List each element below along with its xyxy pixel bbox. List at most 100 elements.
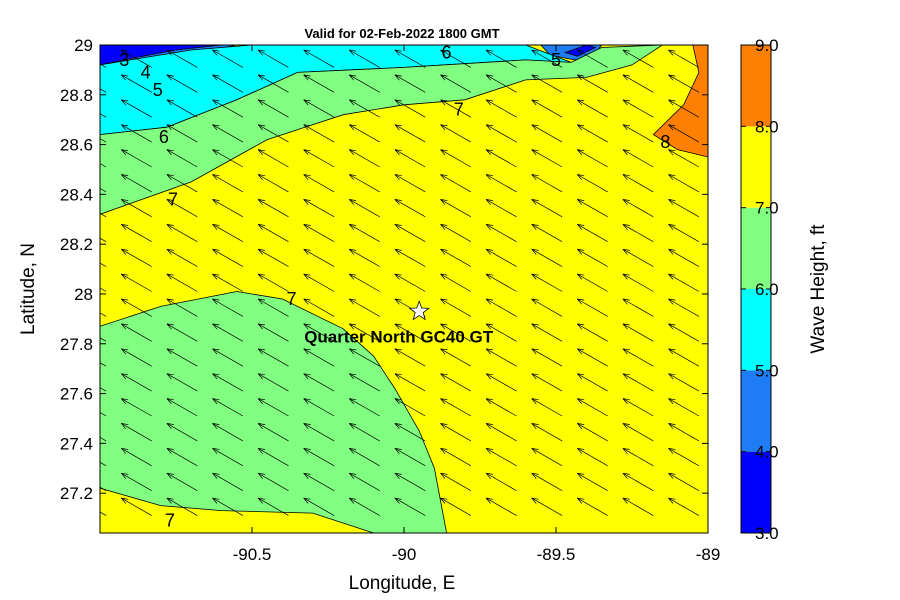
wave-vector-head xyxy=(166,348,172,355)
wave-vector xyxy=(303,348,335,367)
wave-vector-head xyxy=(166,99,174,102)
wave-vector xyxy=(394,174,426,193)
wave-vector-head xyxy=(577,323,585,326)
wave-vector-head xyxy=(166,248,174,251)
wave-vector-head xyxy=(121,398,129,401)
wave-vector-head xyxy=(668,149,674,156)
wave-vector-head xyxy=(622,223,630,226)
wave-vector-head xyxy=(212,273,220,276)
wave-vector-head xyxy=(531,199,537,205)
colorbar-tick-label: 4.0 xyxy=(755,443,779,462)
wave-vector-head xyxy=(486,323,494,326)
wave-vector xyxy=(257,348,289,367)
wave-vector-head xyxy=(622,199,628,205)
wave-vector xyxy=(485,99,517,118)
wave-vector xyxy=(100,138,107,143)
wave-vector-head xyxy=(76,175,83,176)
wave-vector-head xyxy=(258,423,266,425)
wave-vector-head xyxy=(349,49,355,56)
wave-vector-head xyxy=(349,373,355,380)
wave-vector xyxy=(212,199,244,218)
wave-vector-head xyxy=(668,423,676,425)
contour-region-6-7 xyxy=(100,45,664,215)
wave-vector-head xyxy=(76,274,81,279)
wave-vector-head xyxy=(622,124,630,127)
wave-vector-head xyxy=(577,124,583,131)
wave-vector xyxy=(531,174,563,193)
wave-vector-head xyxy=(166,99,172,106)
wave-vector-head xyxy=(485,74,491,81)
wave-vector-head xyxy=(622,497,628,504)
wave-vector xyxy=(394,74,426,93)
wave-vector xyxy=(440,472,472,492)
wave-vector-head xyxy=(121,423,129,425)
wave-vector-head xyxy=(577,447,585,450)
wave-vector-head xyxy=(303,273,309,280)
wave-vector-head xyxy=(303,149,311,152)
wave-vector-head xyxy=(531,149,539,152)
wave-vector-head xyxy=(121,99,129,102)
wave-vector-head xyxy=(485,298,491,305)
wave-vector xyxy=(622,497,654,516)
colorbar: 3.0 4.0 5.0 6.0 7.0 8.0 9.0 xyxy=(740,36,779,543)
wave-vector xyxy=(531,124,563,143)
wave-vector xyxy=(349,298,380,317)
wave-vector-head xyxy=(257,248,263,255)
wave-vector-head xyxy=(485,398,491,405)
wave-vector-head xyxy=(257,74,263,81)
wave-vector-head xyxy=(440,298,446,305)
wave-vector-head xyxy=(394,398,400,405)
contour-label: 7 xyxy=(287,289,297,309)
wave-vector-head xyxy=(121,398,127,405)
wave-vector-head xyxy=(121,423,127,430)
wave-vector-head xyxy=(212,497,220,500)
y-tick-label: 27.4 xyxy=(60,434,93,453)
wave-vector xyxy=(485,149,517,168)
wave-vector-head xyxy=(257,348,263,355)
wave-vector-head xyxy=(166,497,174,500)
wave-vector xyxy=(303,74,335,93)
wave-vector xyxy=(394,99,426,118)
wave-vector-head xyxy=(622,472,628,479)
wave-vector-head xyxy=(577,99,583,106)
wave-vector-head xyxy=(531,323,537,330)
wave-vector-head xyxy=(486,99,494,102)
wave-vector-head xyxy=(303,224,309,230)
wave-vector-head xyxy=(486,348,494,351)
wave-vector xyxy=(212,49,244,68)
wave-vector-head xyxy=(531,447,539,450)
wave-vector-head xyxy=(349,398,355,405)
wave-vector-head xyxy=(121,373,129,376)
wave-vector xyxy=(622,348,654,367)
wave-vector-head xyxy=(440,174,446,181)
contour-region-3-4 xyxy=(100,45,222,66)
wave-vector-head xyxy=(76,324,81,329)
wave-vector-head xyxy=(349,348,357,351)
wave-vector-head xyxy=(349,348,355,355)
wave-vector xyxy=(622,174,654,193)
wave-vector xyxy=(100,486,107,492)
wave-vector-head xyxy=(486,373,494,376)
wave-vector-head xyxy=(485,448,491,454)
wave-vector xyxy=(440,49,472,68)
x-axis-label: Longitude, E xyxy=(349,573,456,594)
wave-vector-head xyxy=(577,149,583,156)
wave-vector-head xyxy=(257,472,263,479)
wave-vector xyxy=(212,373,244,392)
wave-vector-head xyxy=(303,74,309,81)
wave-vector-head xyxy=(166,323,172,330)
colorbar-tick-label: 3.0 xyxy=(755,524,779,543)
wave-vector-head xyxy=(303,248,311,251)
wave-vector xyxy=(668,248,700,267)
wave-vector xyxy=(531,248,563,267)
wave-vector xyxy=(622,273,654,292)
wave-vector xyxy=(622,398,654,417)
wave-vector-head xyxy=(212,248,218,255)
wave-vector-head xyxy=(166,298,172,305)
wave-vector xyxy=(531,323,563,342)
wave-vector xyxy=(166,74,198,93)
wave-vector-head xyxy=(622,398,630,401)
wave-vector-head xyxy=(622,49,628,56)
wave-vector-head xyxy=(258,124,266,127)
wave-vector xyxy=(394,472,426,492)
